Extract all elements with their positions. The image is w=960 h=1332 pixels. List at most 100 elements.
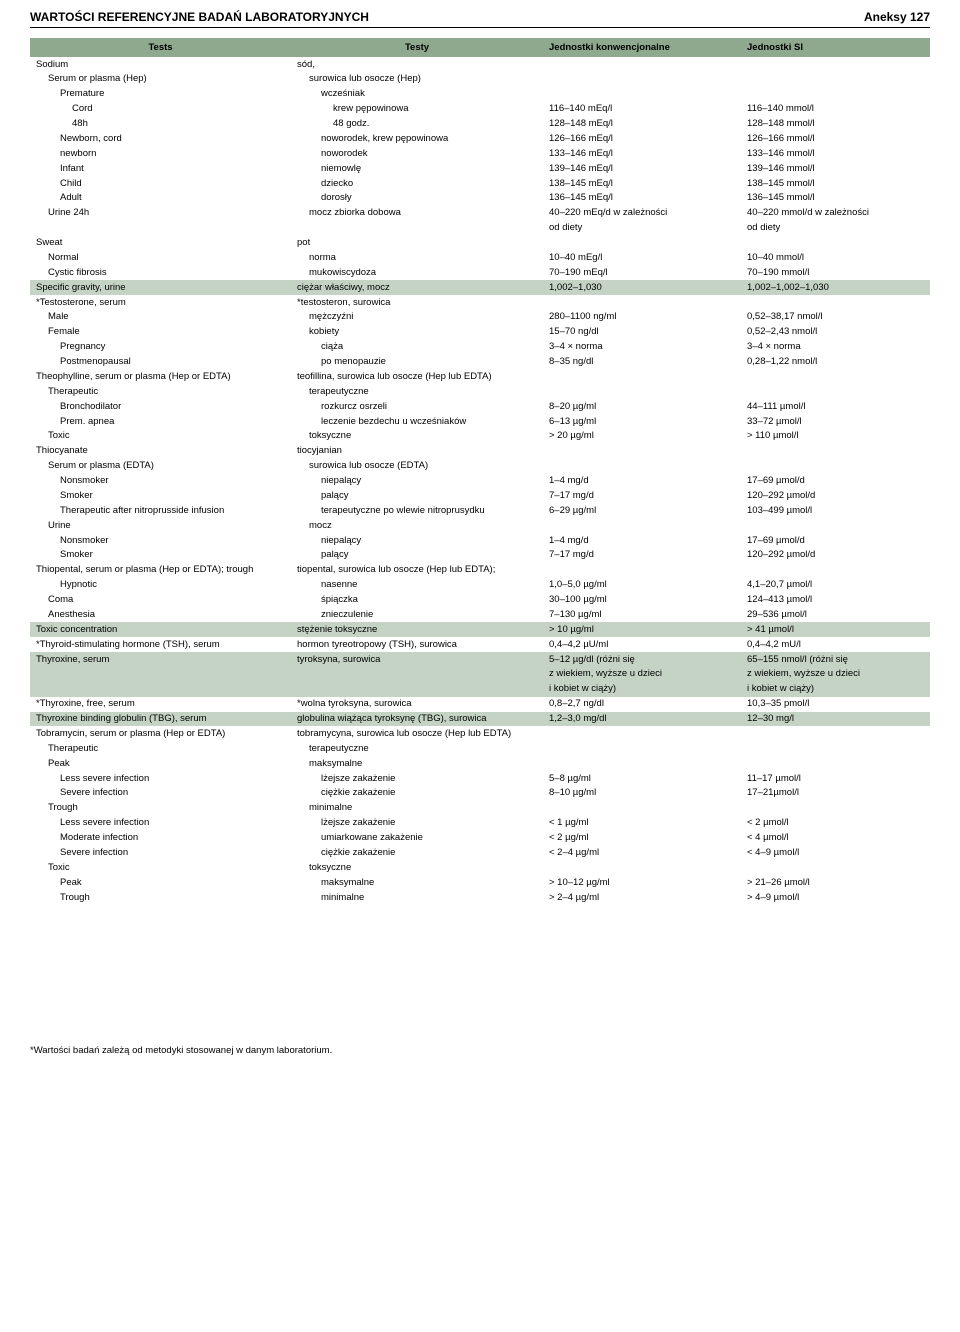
table-row: Nonsmokerniepalący1–4 mg/d17–69 µmol/d [30, 533, 930, 548]
cell-testy [291, 221, 543, 236]
cell-si: 70–190 mmol/l [741, 265, 930, 280]
cell-tests: Cord [30, 102, 291, 117]
cell-tests: Female [30, 325, 291, 340]
cell-conv: 7–17 mg/d [543, 488, 741, 503]
cell-conv: 1–4 mg/d [543, 533, 741, 548]
table-row: Severe infectionciężkie zakażenie< 2–4 µ… [30, 845, 930, 860]
cell-si: 0,4–4,2 mU/l [741, 637, 930, 652]
cell-conv [543, 236, 741, 251]
cell-si [741, 87, 930, 102]
cell-si: 136–145 mmol/l [741, 191, 930, 206]
cell-conv [543, 860, 741, 875]
cell-testy: surowica lub osocze (EDTA) [291, 459, 543, 474]
cell-testy: *testosteron, surowica [291, 295, 543, 310]
cell-si: < 2 µmol/l [741, 816, 930, 831]
cell-si: od diety [741, 221, 930, 236]
cell-tests: Less severe infection [30, 771, 291, 786]
cell-testy: teofillina, surowica lub osocze (Hep lub… [291, 369, 543, 384]
cell-testy: niepalący [291, 533, 543, 548]
cell-si: 0,52–2,43 nmol/l [741, 325, 930, 340]
cell-conv [543, 459, 741, 474]
cell-si: 29–536 µmol/l [741, 607, 930, 622]
cell-si: 133–146 mmol/l [741, 146, 930, 161]
cell-testy: tyroksyna, surowica [291, 652, 543, 667]
table-row: Femalekobiety15–70 ng/dl0,52–2,43 nmol/l [30, 325, 930, 340]
table-row: Anesthesiaznieczulenie7–130 µg/ml29–536 … [30, 607, 930, 622]
cell-testy: mężczyźni [291, 310, 543, 325]
cell-conv: z wiekiem, wyższe u dzieci [543, 667, 741, 682]
cell-testy: mukowiscydoza [291, 265, 543, 280]
cell-testy: lżejsze zakażenie [291, 816, 543, 831]
cell-si: 3–4 × norma [741, 340, 930, 355]
cell-conv: 5–8 µg/ml [543, 771, 741, 786]
cell-testy: dorosły [291, 191, 543, 206]
cell-tests: Sodium [30, 57, 291, 72]
cell-si: > 4–9 µmol/l [741, 890, 930, 905]
cell-si: 40–220 mmol/d w zależności [741, 206, 930, 221]
cell-conv [543, 384, 741, 399]
cell-tests: Toxic [30, 429, 291, 444]
cell-testy: minimalne [291, 890, 543, 905]
cell-si: 10,3–35 pmol/l [741, 697, 930, 712]
cell-tests: Cystic fibrosis [30, 265, 291, 280]
cell-conv [543, 756, 741, 771]
cell-testy [291, 682, 543, 697]
cell-si: 0,52–38,17 nmol/l [741, 310, 930, 325]
cell-si: 44–111 µmol/l [741, 399, 930, 414]
table-row: Comaśpiączka30–100 µg/ml124–413 µmol/l [30, 593, 930, 608]
cell-si: > 41 µmol/l [741, 622, 930, 637]
cell-conv: 136–145 mEq/l [543, 191, 741, 206]
cell-si: 124–413 µmol/l [741, 593, 930, 608]
cell-si [741, 741, 930, 756]
cell-conv: > 10–12 µg/ml [543, 875, 741, 890]
table-row: Tobramycin, serum or plasma (Hep or EDTA… [30, 726, 930, 741]
cell-conv [543, 369, 741, 384]
cell-si: z wiekiem, wyższe u dzieci [741, 667, 930, 682]
cell-conv [543, 72, 741, 87]
col-tests: Tests [30, 38, 291, 57]
cell-testy: śpiączka [291, 593, 543, 608]
cell-conv [543, 563, 741, 578]
cell-tests: Child [30, 176, 291, 191]
cell-testy: ciąża [291, 340, 543, 355]
cell-tests: Therapeutic [30, 384, 291, 399]
cell-tests: Premature [30, 87, 291, 102]
cell-tests: Coma [30, 593, 291, 608]
cell-testy: minimalne [291, 801, 543, 816]
cell-tests: Thiocyanate [30, 444, 291, 459]
cell-conv: 1,0–5,0 µg/ml [543, 578, 741, 593]
cell-testy: toksyczne [291, 860, 543, 875]
cell-conv: 126–166 mEq/l [543, 131, 741, 146]
cell-conv: < 2–4 µg/ml [543, 845, 741, 860]
cell-si [741, 236, 930, 251]
cell-testy: tiocyjanian [291, 444, 543, 459]
cell-si: 0,28–1,22 nmol/l [741, 355, 930, 370]
table-row: Therapeuticterapeutyczne [30, 384, 930, 399]
cell-testy: globulina wiążąca tyroksynę (TBG), surow… [291, 712, 543, 727]
cell-tests: Nonsmoker [30, 533, 291, 548]
cell-tests: Sweat [30, 236, 291, 251]
cell-conv [543, 444, 741, 459]
cell-conv: 70–190 mEq/l [543, 265, 741, 280]
cell-conv: od diety [543, 221, 741, 236]
cell-conv: 15–70 ng/dl [543, 325, 741, 340]
cell-si [741, 459, 930, 474]
cell-conv: 40–220 mEq/d w zależności [543, 206, 741, 221]
cell-si [741, 563, 930, 578]
cell-si: 65–155 nmol/l (różni się [741, 652, 930, 667]
cell-testy [291, 667, 543, 682]
table-row: Peakmaksymalne [30, 756, 930, 771]
cell-testy: surowica lub osocze (Hep) [291, 72, 543, 87]
cell-si [741, 756, 930, 771]
cell-conv: 3–4 × norma [543, 340, 741, 355]
table-row: Thiocyanatetiocyjanian [30, 444, 930, 459]
cell-si: < 4 µmol/l [741, 831, 930, 846]
cell-tests: Severe infection [30, 845, 291, 860]
cell-testy: mocz [291, 518, 543, 533]
cell-conv [543, 295, 741, 310]
cell-si: < 4–9 µmol/l [741, 845, 930, 860]
table-header-row: Tests Testy Jednostki konwencjonalne Jed… [30, 38, 930, 57]
cell-si: 12–30 mg/l [741, 712, 930, 727]
cell-tests [30, 682, 291, 697]
table-row: Specific gravity, urineciężar właściwy, … [30, 280, 930, 295]
